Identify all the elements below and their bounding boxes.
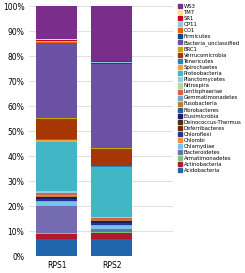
Bar — [91, 221, 132, 223]
Bar — [36, 239, 77, 256]
Bar — [36, 39, 77, 40]
Bar — [36, 140, 77, 142]
Bar — [36, 191, 77, 193]
Bar — [36, 195, 77, 196]
Bar — [36, 197, 77, 199]
Bar — [36, 6, 77, 39]
Bar — [36, 142, 77, 191]
Bar — [36, 196, 77, 197]
Bar — [91, 229, 132, 232]
Bar — [36, 199, 77, 200]
Bar — [91, 239, 132, 256]
Bar — [36, 202, 77, 206]
Bar — [36, 118, 77, 119]
Bar — [91, 220, 132, 221]
Bar — [91, 62, 132, 63]
Bar — [36, 40, 77, 41]
Bar — [91, 6, 132, 61]
Bar — [91, 219, 132, 220]
Bar — [36, 193, 77, 194]
Bar — [91, 166, 132, 167]
Bar — [36, 42, 77, 43]
Legend: WS3, TM7, SR1, OP11, OO1, Firmicutes, Bacteria_unclassified, BRC1, Verrucomicrob: WS3, TM7, SR1, OP11, OO1, Firmicutes, Ba… — [178, 4, 242, 173]
Bar — [91, 224, 132, 225]
Bar — [36, 234, 77, 239]
Bar — [36, 41, 77, 42]
Bar — [91, 167, 132, 217]
Bar — [91, 217, 132, 218]
Bar — [36, 119, 77, 139]
Bar — [91, 233, 132, 239]
Bar — [91, 232, 132, 233]
Bar — [36, 201, 77, 202]
Bar — [91, 149, 132, 166]
Bar — [36, 139, 77, 140]
Bar — [91, 225, 132, 226]
Bar — [91, 226, 132, 229]
Bar — [91, 148, 132, 149]
Bar — [36, 194, 77, 195]
Bar — [36, 206, 77, 233]
Bar — [91, 64, 132, 148]
Bar — [91, 63, 132, 64]
Bar — [91, 218, 132, 219]
Bar — [91, 61, 132, 62]
Bar — [36, 200, 77, 201]
Bar — [91, 223, 132, 224]
Bar — [36, 233, 77, 234]
Bar — [36, 43, 77, 118]
